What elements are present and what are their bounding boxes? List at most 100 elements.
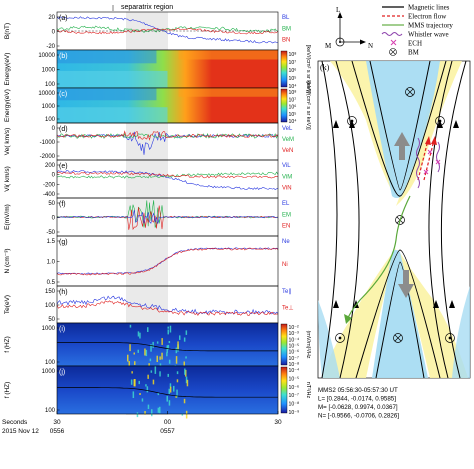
wave-burst [183, 361, 185, 369]
y-tick-label: 1000 [42, 68, 56, 74]
wave-burst [145, 384, 147, 387]
colorbar-title: nT²/Hz [305, 382, 311, 399]
wave-burst [150, 344, 152, 352]
wave-burst [134, 361, 136, 365]
legend-entry: Whistler wave [381, 31, 449, 39]
spectrogram-low-energy-band [57, 70, 168, 88]
wave-burst [183, 398, 186, 404]
inflow-region-left [318, 300, 340, 378]
colorbar-tick: 10⁷ [289, 97, 297, 103]
y-tick-label: 100 [45, 408, 56, 414]
legend-label: ECH [408, 40, 422, 48]
colorbar-tick: 10⁻⁵ [289, 344, 300, 350]
colorbar [280, 323, 288, 366]
wave-burst [127, 354, 129, 362]
wave-burst [145, 349, 148, 357]
colorbar-title: (mV/m)²/Hz [305, 330, 311, 358]
axis-L-label: L [336, 6, 340, 14]
colorbar [280, 88, 288, 123]
wave-burst [156, 355, 158, 362]
electron-flow-arrowhead-2 [431, 136, 437, 145]
panel-g: Ne Ni (g)1.5 1.0 0.5 N (cm⁻³) [4, 235, 290, 287]
series-trace [56, 27, 279, 35]
x-tick-label-seconds: 00 [164, 419, 172, 426]
y-axis-label: Energy(eV) [4, 89, 11, 122]
y-tick-label: 100 [45, 82, 56, 88]
field-line-arrows [333, 120, 459, 308]
wave-burst [185, 356, 187, 359]
y-tick-label: 20 [48, 15, 55, 21]
legend-label: VeM [282, 137, 294, 143]
mms-trajectory-arrowhead [344, 314, 352, 324]
y-tick-label: -1000 [40, 140, 56, 146]
y-axis-label: N (cm⁻³) [4, 248, 11, 273]
time-axis-title: 2015 Nov 12 [2, 428, 39, 435]
wave-burst [183, 337, 186, 342]
y-tick-label: 0.5 [47, 280, 56, 286]
axis-L-arrowhead [337, 12, 343, 18]
wave-burst [168, 388, 170, 394]
legend-label: ViM [282, 174, 292, 180]
wave-burst [130, 379, 133, 385]
spectrogram-low-energy-band [57, 107, 168, 123]
x-tick-label-seconds: 30 [53, 419, 61, 426]
colorbar [280, 50, 288, 88]
colorbar-tick: 10⁻³ [289, 331, 300, 337]
inflow-region-right [452, 286, 470, 378]
series-trace [56, 171, 278, 179]
wave-burst [168, 341, 171, 344]
footer-line: L= [0.2844, -0.0174, 0.9585] [318, 396, 396, 403]
wave-burst [185, 376, 188, 384]
y-tick-label: 100 [45, 117, 56, 123]
colorbar-tick: 10⁻⁴ [289, 368, 300, 374]
series-trace [56, 130, 279, 141]
wave-burst [129, 344, 131, 352]
series-trace [56, 171, 279, 179]
colorbar-tick: 10⁴ [289, 119, 297, 125]
y-tick-label: 0 [52, 30, 56, 36]
legend-label: MMS trajectory [408, 22, 453, 30]
wave-burst [175, 347, 178, 354]
legend-entry: Magnetic lines [382, 4, 450, 12]
cyclotron-frequency-line [57, 342, 278, 352]
wave-burst [144, 411, 146, 415]
wave-burst [154, 366, 157, 374]
legend-label: Electron flow [408, 13, 447, 21]
legend-label: Whistler wave [408, 31, 449, 39]
wave-burst [137, 331, 140, 337]
wave-burst [147, 374, 149, 379]
ech-crosses [423, 149, 441, 175]
wave-burst [132, 391, 135, 398]
y-axis-label: Ve( km/s) [4, 128, 11, 155]
y-axis-label: E(mV/m) [4, 204, 11, 230]
wave-burst [139, 393, 141, 395]
wave-burst [149, 358, 152, 362]
wave-burst [152, 341, 154, 348]
colorbar-tick: 10⁻⁶ [289, 385, 300, 391]
axis-N-arrowhead [360, 39, 366, 45]
spectrogram-image [57, 366, 278, 414]
wave-burst [139, 332, 141, 339]
wave-burst [169, 325, 172, 333]
wave-burst [136, 412, 139, 418]
legend-label: EN [282, 224, 290, 230]
electron-flow-arrows [417, 139, 435, 181]
wave-burst [184, 368, 186, 375]
wave-burst [147, 327, 149, 332]
colorbar-tick: 10⁶ [289, 105, 297, 111]
colorbar-tick: 10⁻⁷ [289, 393, 300, 399]
magnetic-field-lines [321, 61, 467, 378]
legend-label: Magnetic lines [408, 4, 450, 12]
inflow-region-top [366, 61, 440, 198]
wave-burst [176, 389, 178, 398]
wave-burst [128, 361, 130, 367]
colorbar-tick: 10⁻⁵ [289, 376, 300, 382]
legend-label: BM [408, 49, 420, 57]
wave-burst [138, 380, 140, 385]
panel-tag: (h) [59, 289, 68, 296]
wave-burst [166, 352, 168, 357]
spectrogram-hot-band [178, 88, 278, 97]
wave-burst [185, 330, 188, 335]
plasma-outflow-arrows [394, 132, 414, 298]
wave-burst [177, 341, 179, 349]
